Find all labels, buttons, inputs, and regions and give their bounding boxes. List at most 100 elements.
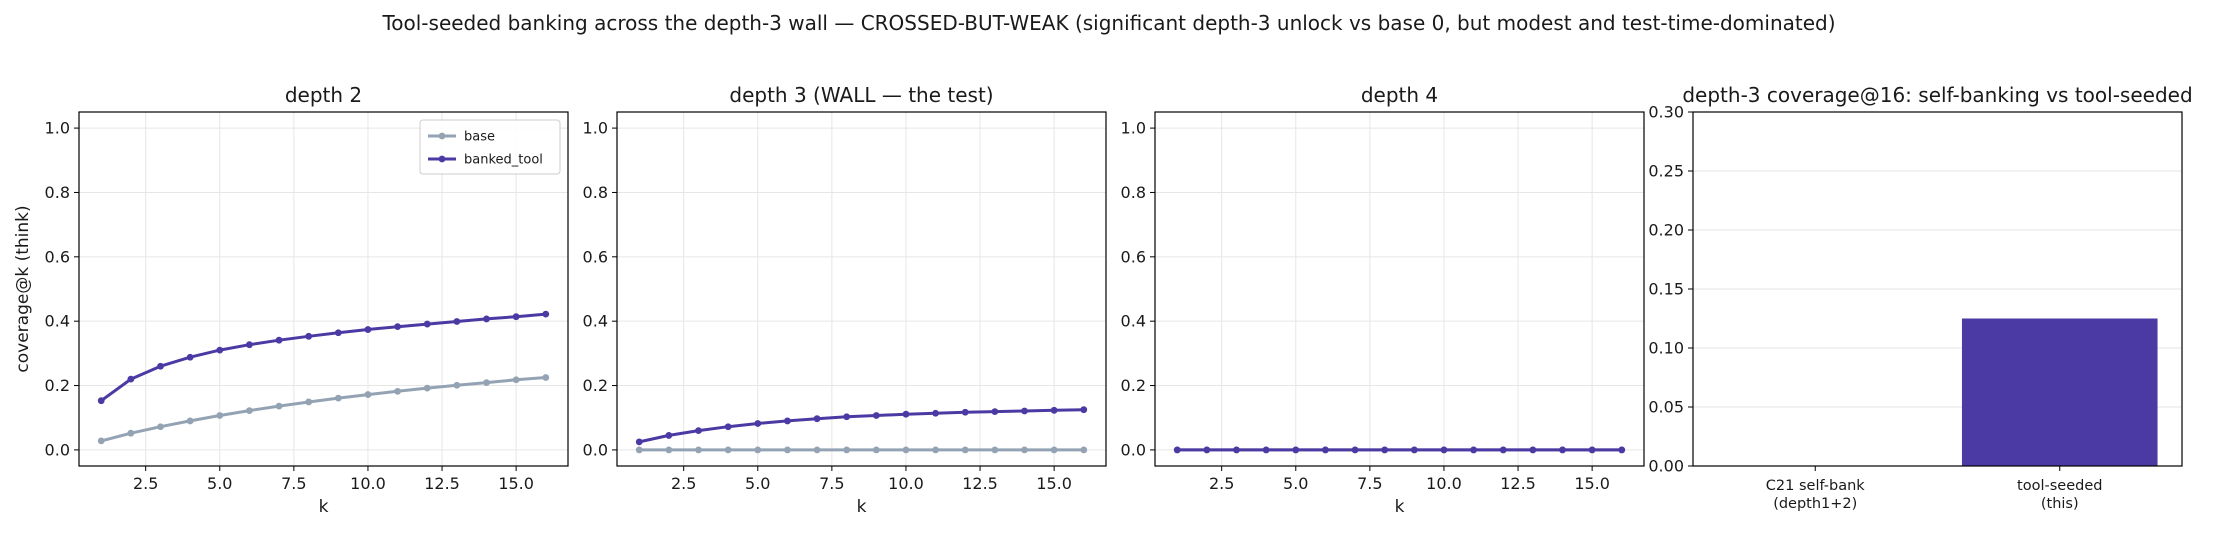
data-point bbox=[216, 412, 224, 419]
data-point bbox=[542, 374, 550, 381]
data-point bbox=[1351, 446, 1359, 454]
data-point bbox=[127, 429, 135, 437]
data-point bbox=[843, 446, 851, 454]
data-point bbox=[724, 446, 732, 454]
data-point bbox=[1618, 446, 1626, 454]
x-axis-label: k bbox=[319, 497, 329, 517]
y-tick-label: 0.20 bbox=[1648, 221, 1684, 240]
data-point bbox=[784, 417, 791, 425]
data-point bbox=[902, 446, 910, 454]
data-point bbox=[1021, 446, 1028, 454]
y-tick-label: 0.15 bbox=[1648, 280, 1684, 299]
series-line-2 bbox=[100, 312, 546, 402]
data-point bbox=[423, 384, 431, 392]
data-point bbox=[843, 413, 851, 421]
data-point bbox=[305, 398, 313, 406]
x-tick-label: 15.0 bbox=[1574, 474, 1610, 493]
y-tick-label: 0.0 bbox=[583, 440, 608, 459]
data-point bbox=[1410, 446, 1418, 454]
data-point bbox=[1440, 446, 1448, 454]
data-point bbox=[1322, 446, 1329, 454]
bar bbox=[1961, 318, 2158, 466]
data-point bbox=[724, 423, 732, 431]
y-axis-label: coverage@k (think) bbox=[13, 205, 33, 372]
x-tick-label: 5.0 bbox=[745, 474, 770, 493]
y-tick-label: 0.6 bbox=[1121, 247, 1146, 266]
y-tick-label: 1.0 bbox=[583, 119, 608, 138]
data-point bbox=[1050, 446, 1058, 454]
data-point bbox=[483, 379, 490, 387]
data-point bbox=[1203, 446, 1211, 454]
data-point bbox=[97, 437, 105, 445]
data-point bbox=[1080, 406, 1088, 414]
data-point bbox=[1381, 446, 1389, 454]
x-tick-label: 12.5 bbox=[424, 474, 460, 493]
x-tick-label: 7.5 bbox=[819, 474, 844, 493]
y-tick-label: 0.00 bbox=[1648, 457, 1684, 476]
data-point bbox=[157, 362, 164, 370]
x-tick-label: 7.5 bbox=[281, 474, 306, 493]
y-tick-label: 0.4 bbox=[583, 312, 608, 331]
y-tick-label: 1.0 bbox=[1121, 119, 1146, 138]
data-point bbox=[991, 446, 999, 454]
legend: base banked_tool bbox=[419, 119, 561, 175]
chart-panel-3: depth 4 2.5 5.0 7.5 10.0 12.5 15.0 0.0 0.2 0.4 0.6… bbox=[1121, 83, 1645, 517]
data-point bbox=[453, 318, 461, 325]
data-point bbox=[1080, 446, 1088, 454]
panel-title: depth 3 (WALL — the test) bbox=[729, 83, 993, 107]
legend-label: base bbox=[464, 130, 495, 145]
x-tick-label: 2.5 bbox=[1209, 474, 1234, 493]
data-point bbox=[961, 408, 969, 416]
data-point bbox=[754, 446, 762, 454]
data-point bbox=[902, 410, 910, 418]
x-tick-label: 2.5 bbox=[671, 474, 696, 493]
data-point bbox=[334, 394, 342, 402]
x-axis-label: k bbox=[857, 497, 867, 517]
data-point bbox=[665, 446, 673, 454]
axes-frame bbox=[1154, 111, 1645, 467]
data-point bbox=[872, 412, 880, 419]
data-point bbox=[961, 446, 969, 454]
x-tick-label: 2.5 bbox=[133, 474, 158, 493]
data-point bbox=[813, 446, 821, 454]
data-point bbox=[542, 310, 550, 318]
y-tick-label: 0.10 bbox=[1648, 339, 1684, 358]
figure-suptitle: Tool-seeded banking across the depth-3 w… bbox=[381, 11, 1835, 35]
y-tick-label: 0.0 bbox=[45, 440, 70, 459]
axes-frame bbox=[1692, 111, 2183, 467]
axes-frame bbox=[78, 111, 569, 467]
y-tick-label: 0.4 bbox=[45, 312, 70, 331]
data-point bbox=[1559, 446, 1566, 454]
y-tick-label: 0.6 bbox=[583, 247, 608, 266]
chart-panel-4: depth-3 coverage@16: self-banking vs too… bbox=[1648, 83, 2192, 512]
x-tick-label: 15.0 bbox=[1036, 474, 1072, 493]
y-tick-label: 0.2 bbox=[1121, 376, 1146, 395]
legend-swatch-marker bbox=[438, 155, 446, 163]
chart-panels: depth 2 2.5 5.0 7.5 10.0 12.5 15.0 0.0 0.2 0.4 0.6… bbox=[13, 83, 2193, 517]
data-point bbox=[127, 375, 135, 383]
data-point bbox=[932, 446, 939, 454]
y-tick-label: 0.05 bbox=[1648, 398, 1684, 417]
x-tick-label: 10.0 bbox=[888, 474, 924, 493]
data-point bbox=[991, 408, 999, 416]
x-tick-label: 12.5 bbox=[962, 474, 998, 493]
data-point bbox=[1050, 406, 1058, 414]
data-point bbox=[512, 376, 520, 384]
x-tick-label: (depth1+2) bbox=[1773, 496, 1857, 512]
x-tick-label: (this) bbox=[2041, 496, 2079, 512]
panel-title: depth 2 bbox=[285, 83, 362, 107]
x-tick-label: 10.0 bbox=[350, 474, 386, 493]
y-tick-label: 0.8 bbox=[45, 183, 70, 202]
x-tick-label: C21 self-bank bbox=[1766, 478, 1866, 494]
data-point bbox=[665, 432, 673, 439]
y-tick-label: 0.2 bbox=[583, 376, 608, 395]
data-point bbox=[813, 415, 821, 423]
data-point bbox=[305, 332, 313, 340]
data-point bbox=[364, 391, 372, 398]
data-point bbox=[695, 427, 702, 434]
data-point bbox=[275, 402, 283, 410]
data-point bbox=[1529, 446, 1537, 454]
series-line-1 bbox=[100, 376, 546, 443]
x-tick-label: 10.0 bbox=[1426, 474, 1462, 493]
y-tick-label: 0.8 bbox=[1121, 183, 1146, 202]
